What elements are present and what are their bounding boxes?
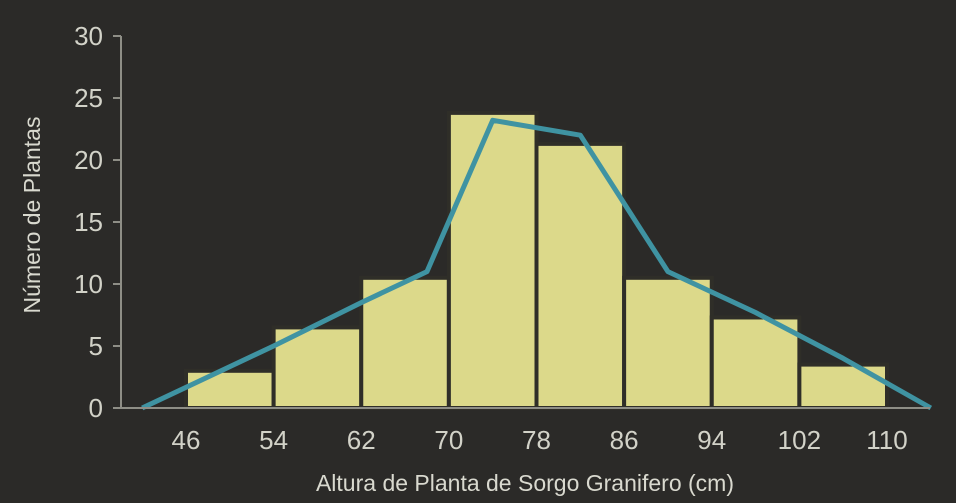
y-tick-label: 30 (74, 21, 103, 51)
y-ticks: 0 5 10 15 20 25 30 (74, 21, 121, 423)
x-tick-label: 86 (610, 425, 639, 455)
histogram-bar-6 (622, 275, 714, 410)
x-tick-label: 102 (778, 425, 821, 455)
x-tick-label: 110 (866, 425, 907, 455)
y-tick-label: 10 (74, 269, 103, 299)
polygon-layer (141, 117, 933, 411)
histogram-bar-4 (446, 110, 539, 410)
frequency-polygon-line (141, 117, 933, 411)
y-tick-label: 0 (89, 393, 103, 423)
x-tick-label: 54 (259, 425, 288, 455)
x-axis-title: Altura de Planta de Sorgo Granifero (cm) (316, 470, 734, 496)
histogram-bar-1 (184, 368, 276, 410)
x-tick-label: 70 (434, 425, 463, 455)
y-tick-label: 15 (74, 207, 103, 237)
x-tick-label: 62 (347, 425, 376, 455)
y-axis-title: Número de Plantas (19, 117, 45, 314)
y-tick-label: 5 (89, 331, 103, 361)
x-ticks: 46 54 62 70 78 86 94 102 110 (172, 425, 908, 455)
y-tick-label: 20 (74, 145, 103, 175)
x-tick-label: 78 (522, 425, 551, 455)
x-tick-label: 94 (697, 425, 726, 455)
bars-layer (184, 110, 889, 411)
y-tick-label: 25 (74, 83, 103, 113)
histogram-bar-8 (797, 362, 889, 411)
x-tick-label: 46 (172, 425, 201, 455)
